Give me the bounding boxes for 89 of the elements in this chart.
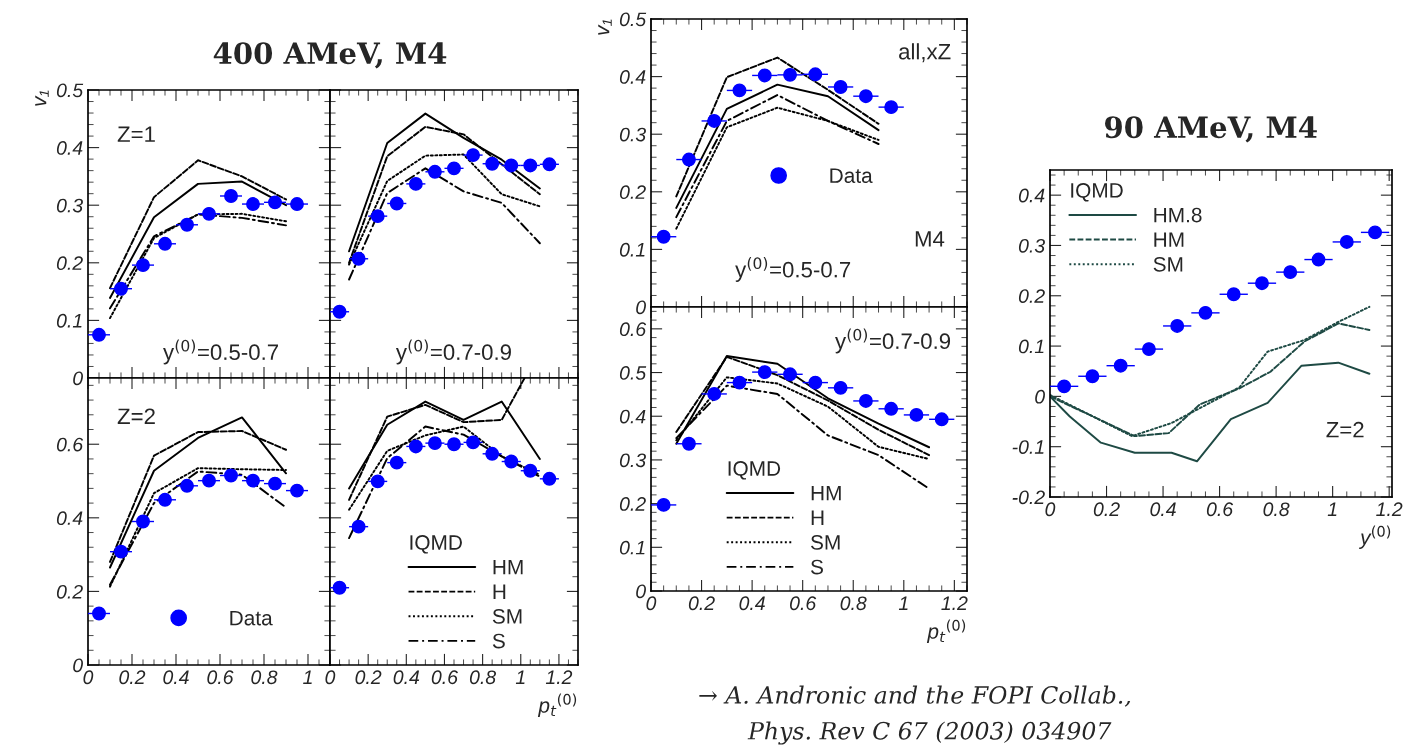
legend-label: SM	[1153, 256, 1183, 272]
annotation: y$^{(0)}$=0.5-0.7	[735, 257, 851, 282]
legend-label: HM.8	[1154, 207, 1202, 223]
x-tick-label: 0.4	[163, 670, 189, 685]
x-tick-label: 0.6	[790, 596, 817, 611]
legend-label: S	[810, 559, 823, 575]
x-tick-label: 0.6	[1206, 502, 1234, 517]
legend-label: Data	[230, 610, 273, 626]
y-tick-label: 0.1	[619, 242, 645, 257]
y-tick-label: 0.3	[56, 198, 83, 213]
x-axis-title: p$_{t}$$^{(0)}$	[926, 619, 966, 643]
y-tick-label: -0.1	[1012, 440, 1044, 454]
y-tick-label: -0.2	[1012, 490, 1045, 505]
x-tick-label: 0.8	[840, 596, 867, 611]
x-tick-label: 0	[83, 670, 94, 685]
x-tick-label: 0.4	[393, 670, 420, 685]
legend-title: IQMD	[728, 461, 781, 480]
y-tick-label: 0.1	[619, 540, 645, 555]
x-tick-label: 0.8	[251, 670, 278, 685]
x-tick-label: 0.6	[431, 670, 458, 685]
y-tick-label: 0.5	[619, 12, 647, 27]
annotation: y$^{(0)}$=0.7-0.9	[835, 328, 951, 354]
y-tick-label: 0	[73, 371, 83, 386]
chart-title: 90 AMeV, M4	[1105, 116, 1317, 143]
x-tick-label: 1	[303, 670, 312, 684]
y-tick-label: 0.4	[619, 409, 646, 424]
y-tick-label: 0.6	[56, 437, 84, 452]
legend-label: Data	[830, 168, 873, 183]
x-tick-label: 0.8	[469, 670, 497, 685]
x-tick-label: 1	[898, 596, 908, 610]
legend-title: IQMD	[410, 535, 462, 554]
legend-label: HM	[811, 485, 841, 501]
y-tick-label: 0	[1035, 389, 1045, 404]
x-tick-label: 0.2	[688, 596, 715, 611]
annotation: all,xZ	[899, 43, 951, 63]
annotation: y$^{(0)}$=0.5-0.7	[163, 339, 278, 365]
chart-title: 400 AMeV, M4	[213, 42, 447, 69]
text: → A. Andronic and the FOPI Collab.,	[699, 685, 1131, 707]
x-tick-label: 0.2	[1093, 502, 1120, 517]
y-tick-label: 0.1	[1018, 339, 1044, 354]
y-tick-label: 0.6	[619, 322, 647, 337]
text: Phys. Rev C 67 (2003) 034907	[747, 721, 1112, 745]
x-tick-label: 0.4	[739, 596, 765, 611]
y-tick-label: 0	[73, 658, 83, 673]
y-tick-label: 0.2	[619, 185, 646, 200]
legend-label: H	[493, 584, 506, 599]
x-tick-label: 0.2	[355, 670, 382, 685]
y-tick-label: 0	[636, 584, 646, 599]
y-tick-label: 0.3	[1018, 238, 1045, 253]
x-axis-title: y$^{(0)}$	[1358, 525, 1391, 549]
y-tick-label: 0	[636, 300, 646, 315]
legend-label: HM	[493, 559, 523, 575]
legend-label: H	[811, 510, 824, 525]
y-tick-label: 0.5	[619, 366, 647, 380]
y-tick-label: 0.4	[619, 70, 646, 84]
annotation: Z=2	[1326, 421, 1364, 438]
legend-title: IQMD	[1071, 183, 1123, 202]
y-axis-title: v₁	[598, 19, 612, 35]
x-tick-label: 0.8	[1263, 502, 1290, 517]
x-tick-label: 1	[1327, 502, 1337, 516]
annotation: Z=1	[117, 126, 155, 142]
y-tick-label: 0.3	[619, 127, 646, 142]
x-tick-label: 1.2	[1376, 502, 1403, 516]
x-axis-title: p$_{t}$$^{(0)}$	[537, 693, 577, 717]
legend-label: SM	[810, 535, 840, 550]
annotation: M4	[915, 231, 945, 247]
y-tick-label: 0.2	[56, 584, 83, 599]
x-tick-label: 0	[646, 596, 657, 611]
x-tick-label: 1.2	[941, 596, 968, 610]
y-tick-label: 0.3	[619, 453, 646, 468]
legend-label: S	[492, 633, 505, 649]
y-tick-label: 0.2	[1018, 289, 1045, 304]
y-tick-label: 0.5	[56, 83, 84, 98]
y-axis-title: v₁	[35, 90, 49, 106]
x-tick-label: 1.2	[545, 670, 573, 684]
legend-label: HM	[1154, 232, 1184, 247]
y-tick-label: 0.4	[56, 141, 83, 155]
x-tick-label: 0.4	[1150, 502, 1176, 517]
annotation: Z=2	[117, 408, 155, 424]
y-tick-label: 0.1	[56, 313, 82, 328]
y-tick-label: 0.2	[56, 256, 83, 271]
y-tick-label: 0.4	[1018, 188, 1045, 203]
x-tick-label: 0.2	[119, 670, 146, 685]
annotation: y$^{(0)}$=0.7-0.9	[395, 339, 511, 365]
x-tick-label: 1	[515, 670, 525, 684]
x-tick-label: 0	[325, 670, 336, 685]
x-tick-label: 0	[1045, 502, 1056, 517]
x-tick-label: 0.6	[207, 670, 234, 685]
legend-label: SM	[492, 609, 522, 624]
